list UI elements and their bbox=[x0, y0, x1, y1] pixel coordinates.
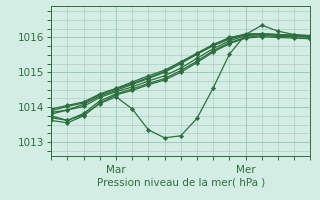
X-axis label: Pression niveau de la mer( hPa ): Pression niveau de la mer( hPa ) bbox=[97, 178, 265, 188]
